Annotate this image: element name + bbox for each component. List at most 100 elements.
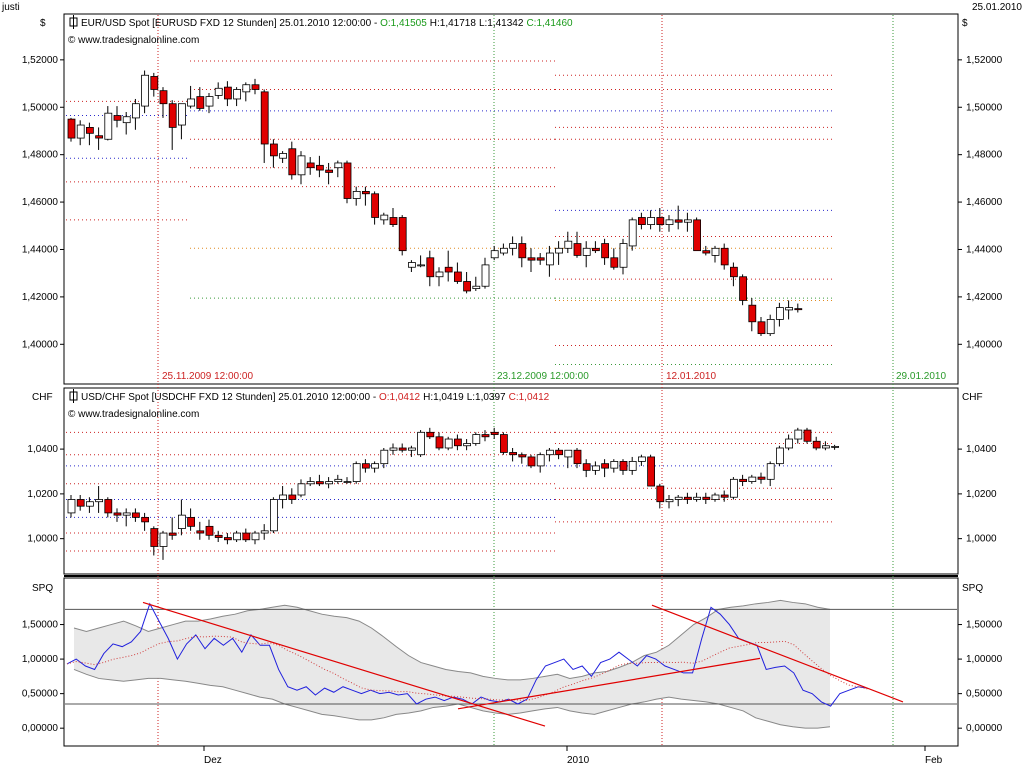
eurusd-unit-left: $: [40, 18, 46, 29]
usdchf-candle-body: [527, 456, 536, 467]
time-axis: Dez 2010 Feb: [203, 746, 943, 766]
time-tick-label: Feb: [925, 755, 943, 766]
date-label: 25.01.2010: [972, 2, 1022, 13]
eurusd-candle-body: [490, 250, 499, 259]
usdchf-candle-body: [389, 447, 398, 451]
usdchf-candle-body: [453, 438, 462, 447]
eurusd-candle-body: [785, 307, 793, 311]
eurusd-candle-body: [223, 86, 232, 100]
usdchf-high: H:1,0419: [423, 392, 464, 403]
usdchf-candle-body: [223, 537, 232, 541]
usdchf-candle-body: [168, 532, 177, 536]
spq-tick-label: 1,50000: [22, 620, 59, 631]
eurusd-candle-body: [177, 103, 186, 126]
usdchf-candle-body: [720, 494, 729, 498]
eurusd-candle-body: [86, 127, 94, 134]
spq-tick-label: 0,50000: [22, 689, 59, 700]
eurusd-candle-body: [499, 247, 508, 254]
eurusd-candle-body: [380, 214, 389, 221]
usdchf-candle-body: [582, 463, 591, 471]
usdchf-candle-body: [407, 447, 416, 451]
usdchf-candle-body: [555, 449, 563, 456]
eurusd-candle-body: [417, 264, 426, 267]
eurusd-candle-body: [343, 162, 352, 199]
usdchf-candle-body: [435, 436, 444, 449]
spq-tick-label: 1,00000: [22, 654, 59, 665]
usdchf-candle-body: [628, 461, 637, 471]
usdchf-candle-body: [260, 530, 269, 534]
usdchf-candle-body: [518, 454, 527, 458]
usdchf-title-prefix: USD/CHF Spot [USDCHF FXD 12 Stunden] 25.…: [81, 392, 379, 403]
usdchf-candle-body: [757, 476, 766, 480]
eurusd-panel: [63, 13, 959, 385]
eurusd-candle-body: [306, 162, 315, 169]
usdchf-candle-body: [730, 478, 738, 498]
eurusd-candle-body: [131, 103, 140, 119]
eurusd-candle-body: [766, 319, 775, 335]
usdchf-candle-body: [352, 463, 361, 482]
eurusd-low: L:1,41342: [479, 18, 524, 29]
eurusd-candle-body: [159, 90, 168, 105]
eurusd-candle-body: [610, 257, 619, 268]
usdchf-candle-body: [794, 429, 803, 440]
usdchf-candle-body: [711, 494, 720, 500]
usdchf-candle-body: [251, 532, 260, 541]
usdchf-candle-body: [693, 496, 701, 500]
usdchf-candle-body: [361, 463, 370, 469]
usdchf-candle-body: [131, 512, 140, 518]
usdchf-low: L:1,0397: [467, 392, 506, 403]
eurusd-tick-label: 1,42000: [966, 292, 1003, 303]
eurusd-candle-body: [233, 89, 242, 100]
date-label-2: 23.12.2009 12:00:00: [497, 371, 589, 382]
usdchf-candle-body: [187, 516, 196, 527]
usdchf-candle-body: [426, 431, 435, 438]
eurusd-candle-body: [444, 266, 453, 273]
eurusd-close: C:1,41460: [526, 18, 573, 29]
eurusd-tick-label: 1,40000: [966, 339, 1003, 350]
eurusd-candle-body: [334, 162, 343, 169]
eurusd-tick-label: 1,44000: [966, 244, 1003, 255]
eurusd-candle-body: [720, 247, 729, 266]
eurusd-candle-body: [352, 191, 361, 199]
eurusd-tick-label: 1,48000: [22, 150, 59, 161]
usdchf-candle-body: [306, 481, 315, 485]
spq-band-lower: [73, 668, 831, 729]
usdchf-candle-body: [684, 496, 692, 500]
eurusd-candle-body: [251, 84, 260, 90]
date-label-4: 29.01.2010: [896, 371, 946, 382]
eurusd-candle-body: [67, 118, 76, 139]
spq-unit-left: SPQ: [32, 583, 53, 594]
eurusd-candle-body: [426, 257, 435, 278]
usdchf-candle-body: [785, 438, 793, 449]
eurusd-candle-body: [150, 76, 159, 90]
usdchf-candle-body: [619, 461, 628, 471]
eurusd-candle-body: [141, 74, 150, 107]
usdchf-candle-body: [141, 516, 150, 523]
usdchf-candle-body: [150, 528, 159, 547]
eurusd-candle-body: [196, 96, 205, 109]
usdchf-candle-body: [481, 434, 490, 438]
usdchf-candle-body: [86, 501, 94, 507]
usdchf-candle-body: [177, 514, 186, 529]
usdchf-candle-body: [831, 446, 839, 448]
usdchf-candle-body: [297, 483, 306, 496]
eurusd-candle-body: [748, 304, 757, 323]
eurusd-candle-body: [279, 153, 288, 159]
usdchf-candle-body: [536, 454, 545, 467]
usdchf-candle-body: [472, 434, 481, 444]
usdchf-candle-body: [748, 476, 757, 482]
time-tick-label: 2010: [567, 755, 590, 766]
usdchf-candle-body: [380, 449, 389, 465]
usdchf-panel: [63, 387, 959, 575]
eurusd-candle-body: [325, 169, 334, 173]
usdchf-candle-body: [95, 499, 103, 503]
spq-unit-right: SPQ: [962, 583, 983, 594]
eurusd-candle-body: [702, 250, 711, 254]
eurusd-candle-body: [187, 98, 196, 107]
eurusd-candle-body: [592, 247, 600, 252]
usdchf-unit-right: CHF: [962, 392, 983, 403]
usdchf-legend: USD/CHF Spot [USDCHF FXD 12 Stunden] 25.…: [68, 389, 550, 420]
usdchf-tick-label: 1,0400: [27, 444, 58, 455]
usdchf-candle-body: [766, 463, 775, 480]
usdchf-candle-body: [417, 431, 426, 456]
